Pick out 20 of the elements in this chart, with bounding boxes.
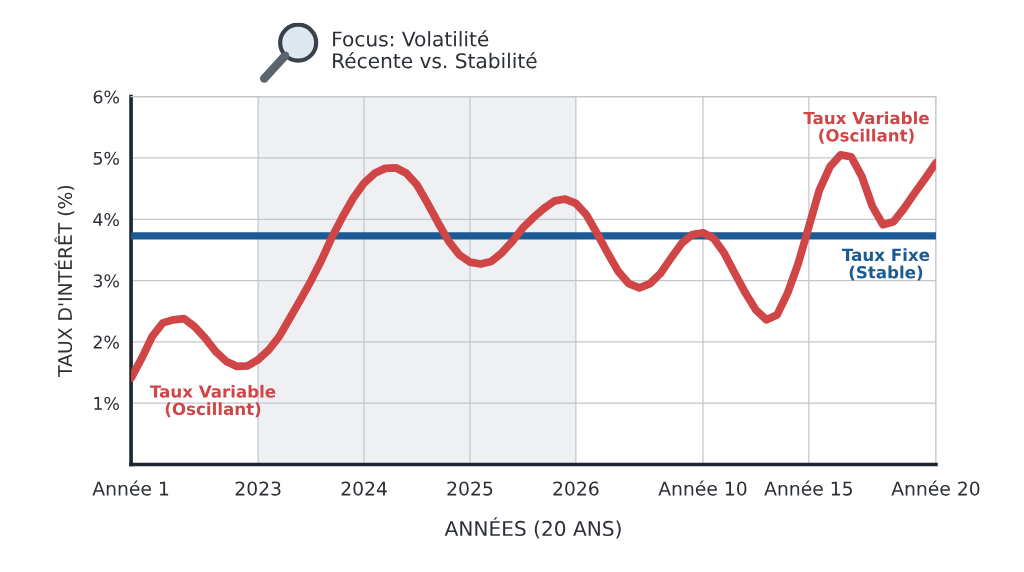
- x-tick-label: 2023: [235, 481, 281, 496]
- series-label: Taux Variable (Oscillant): [149, 384, 276, 418]
- y-tick-label: 1%: [94, 396, 119, 411]
- x-tick-label: 2025: [447, 481, 493, 496]
- ref-line-label: Taux Fixe (Stable): [842, 248, 930, 281]
- y-tick-label: 2%: [93, 335, 119, 349]
- y-tick-label: 4%: [93, 212, 119, 227]
- x-tick-label: Année 10: [658, 480, 747, 496]
- text: Taux Variable (Oscillant): [803, 111, 929, 144]
- band-label: Focus: Volatilité Récente vs. Stabilité: [333, 30, 537, 69]
- y-tick-label: 3%: [93, 274, 119, 288]
- y-axis-title: TAUX D'INTÉRÊT (%): [54, 185, 75, 377]
- y-tick-label: 5%: [93, 151, 119, 165]
- x-tick-label: 2024: [341, 481, 387, 496]
- x-tick-label: Année 1: [92, 480, 169, 496]
- y-tick-label: 6%: [93, 90, 119, 104]
- x-axis-title: ANNÉES (20 ANS): [444, 517, 621, 539]
- x-tick-label: Année 20: [891, 480, 980, 496]
- x-tick-label: Année 15: [764, 480, 852, 496]
- x-tick-label: 2026: [553, 481, 599, 496]
